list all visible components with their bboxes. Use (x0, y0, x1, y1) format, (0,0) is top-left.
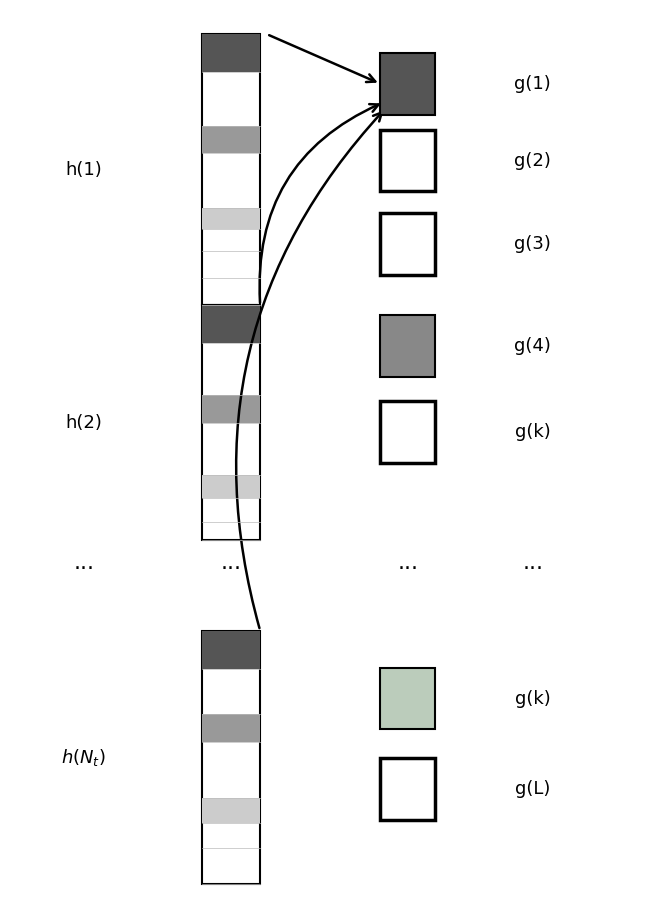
Text: h(1): h(1) (66, 161, 102, 179)
Text: g(1): g(1) (514, 74, 551, 93)
Text: ...: ... (73, 553, 94, 573)
Bar (202, 127, 260, 153)
Bar (381, 130, 435, 191)
Bar (381, 53, 435, 115)
Text: g(k): g(k) (515, 423, 551, 441)
Bar (202, 306, 260, 343)
Text: h(2): h(2) (66, 414, 102, 431)
Bar (381, 758, 435, 820)
Text: $h(N_t)$: $h(N_t)$ (62, 747, 106, 767)
Bar (202, 798, 260, 823)
Text: g(k): g(k) (515, 689, 551, 708)
Bar (381, 315, 435, 376)
Text: ...: ... (522, 553, 543, 573)
Text: g(3): g(3) (514, 235, 551, 252)
Bar (202, 306, 260, 541)
Bar (202, 34, 260, 306)
Text: g(2): g(2) (514, 151, 551, 170)
Text: g(L): g(L) (515, 780, 550, 798)
Text: ...: ... (397, 553, 418, 573)
Bar (381, 213, 435, 274)
Bar (202, 395, 260, 423)
Bar (202, 714, 260, 742)
Text: g(4): g(4) (514, 337, 551, 355)
Bar (202, 207, 260, 230)
Text: ...: ... (221, 553, 242, 573)
Bar (202, 34, 260, 72)
Bar (202, 631, 260, 668)
Bar (202, 475, 260, 498)
Bar (381, 401, 435, 463)
Bar (202, 631, 260, 884)
Bar (381, 668, 435, 729)
